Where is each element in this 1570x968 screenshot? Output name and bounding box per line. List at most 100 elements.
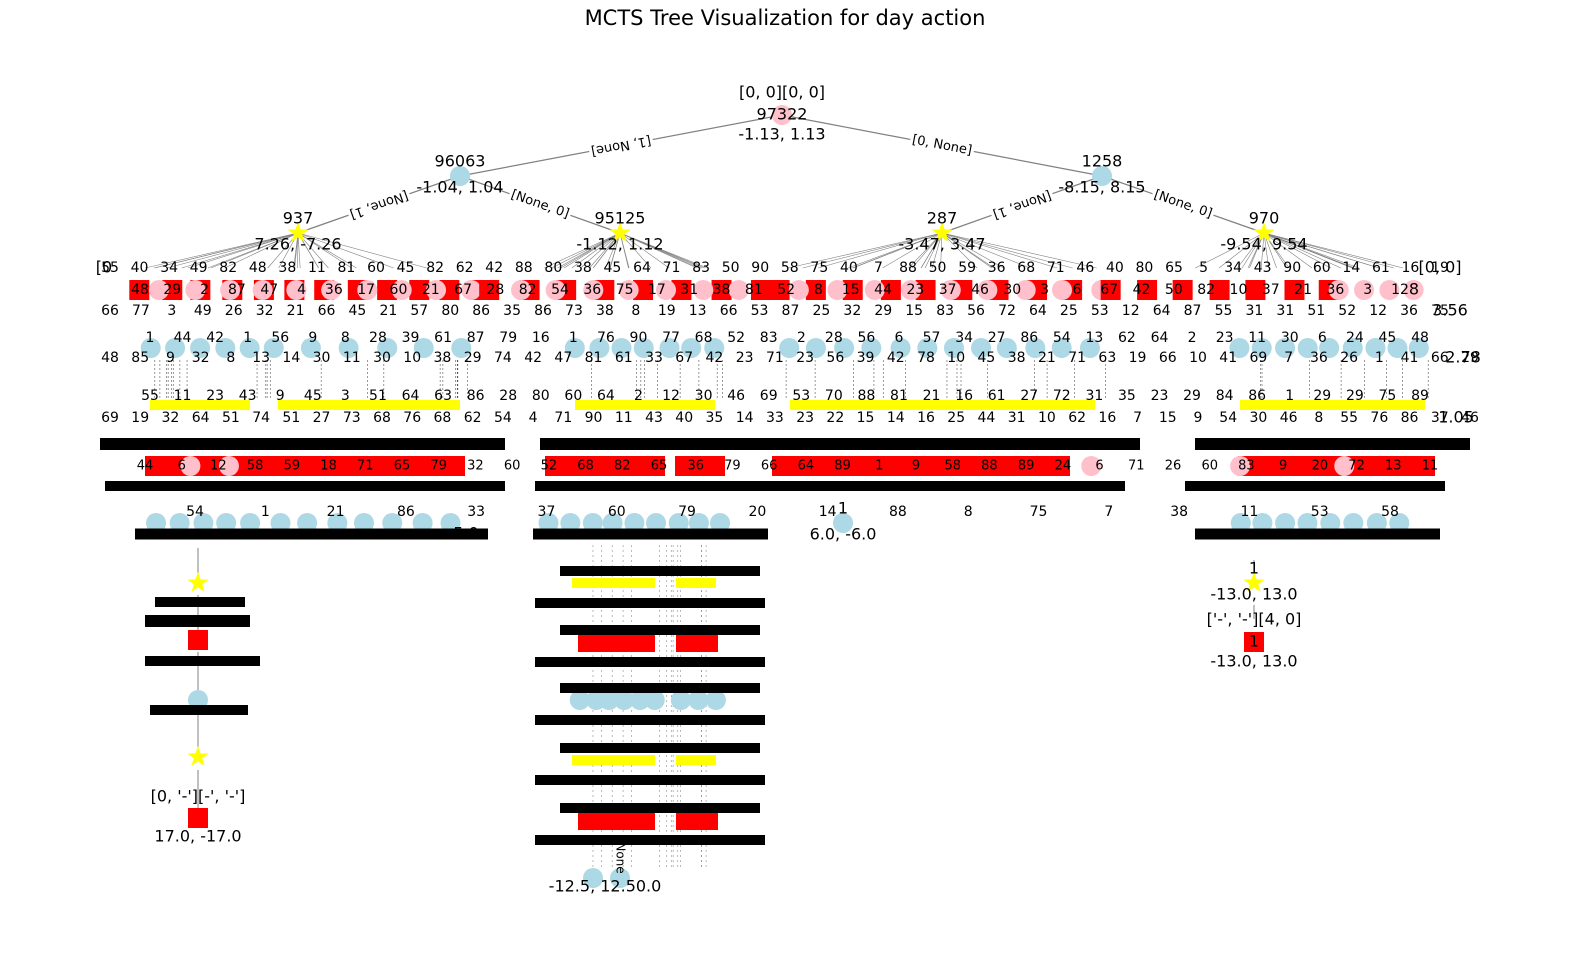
node-value: 45: [978, 350, 996, 366]
edge-label: [None, 0]: [1152, 187, 1214, 221]
node-visit-count: 45: [1379, 330, 1397, 346]
node-visit-count: 16: [955, 388, 973, 404]
node-value: 76: [1370, 410, 1388, 426]
node-visit-count: 1: [569, 330, 578, 346]
edge-label: [None, 1]: [991, 187, 1053, 221]
node-value: 23: [796, 350, 814, 366]
node-value: 21: [379, 303, 397, 319]
node-value: 15: [1159, 410, 1177, 426]
node-visit-count: 68: [577, 459, 594, 474]
state-node-label: 59: [958, 260, 976, 276]
node-value: 73: [343, 410, 361, 426]
node-value: 30: [313, 350, 331, 366]
node-visit-count: 1: [146, 330, 155, 346]
state-node-label: 45: [397, 260, 415, 276]
node-visit-count: 82: [614, 459, 631, 474]
node-visit-count: 2: [634, 388, 643, 404]
overlapping-value-row: [145, 656, 260, 666]
node-visit-count: 44: [174, 330, 192, 346]
node-visit-count: 72: [1348, 459, 1365, 474]
node-visit-count: 29: [1313, 388, 1331, 404]
state-node-label: 75: [810, 260, 828, 276]
node-value: 71: [1068, 350, 1086, 366]
node-visit-count: 287: [927, 209, 958, 228]
node-value: 12: [1369, 303, 1387, 319]
node-visit-count: 17: [357, 282, 375, 298]
node-visit-count: 34: [955, 330, 973, 346]
node-value: 11: [615, 410, 633, 426]
overlapping-value-row: [535, 835, 765, 845]
node-value: 54: [1219, 410, 1237, 426]
state-node-label: 38: [278, 260, 296, 276]
state-node-label: 46: [1076, 260, 1094, 276]
node-visit-count: 54: [551, 282, 569, 298]
node-value: 64: [1153, 303, 1171, 319]
node-visit-count: 60: [390, 282, 408, 298]
node-visit-count: 82: [1197, 282, 1215, 298]
state-node-label: 83: [692, 260, 710, 276]
overlapping-label-fragment: 3.56: [1432, 301, 1468, 320]
node-value: 66: [720, 303, 738, 319]
overlapping-label-row: [560, 566, 760, 576]
node-visit-count: 6: [1072, 282, 1081, 298]
node-value: 7.26, -7.26: [254, 235, 341, 254]
state-node-label: 64: [633, 260, 651, 276]
node-visit-count: 1: [261, 504, 270, 520]
node-value: 33: [645, 350, 663, 366]
node-visit-count: 18: [320, 459, 337, 474]
overlapping-label-fragment: -12.5, 12.50.0: [549, 877, 662, 896]
node-visit-count: 42: [1133, 282, 1151, 298]
node-value: -13.0, 13.0: [1210, 585, 1297, 604]
state-node-label: 40: [840, 260, 858, 276]
overlapping-label-fragment: 8: [1409, 280, 1419, 299]
state-node-label: 48: [249, 260, 267, 276]
node-visit-count: 23: [206, 388, 224, 404]
node-visit-count: 52: [541, 459, 558, 474]
node-value: 73: [565, 303, 583, 319]
node-value: 67: [675, 350, 693, 366]
node-visit-count: 54: [1053, 330, 1071, 346]
node-value: 19: [1129, 350, 1147, 366]
node-value: 43: [645, 410, 663, 426]
node-visit-count: 86: [397, 504, 415, 520]
overlapping-label-row: [560, 743, 760, 753]
node-value: 51: [282, 410, 300, 426]
node-visit-count: 29: [163, 282, 181, 298]
node-value: 74: [494, 350, 512, 366]
node-visit-count: 1: [1249, 632, 1259, 651]
overlapping-label-row: [145, 615, 250, 627]
node-visit-count: 64: [597, 388, 615, 404]
node-visit-count: 30: [1281, 330, 1299, 346]
node-value: 10: [1038, 410, 1056, 426]
state-node-label: 42: [485, 260, 503, 276]
node-value: 10: [947, 350, 965, 366]
overlapping-value-row: [105, 481, 505, 491]
node-value: 83: [936, 303, 954, 319]
node-visit-count: 68: [695, 330, 713, 346]
node-visit-count: 14: [819, 504, 837, 520]
node-visit-count: 21: [1294, 282, 1312, 298]
overlapping-label-row: [100, 438, 505, 450]
node-visit-count: 32: [467, 459, 484, 474]
node-visit-count: 1: [875, 459, 883, 474]
node-value: 27: [313, 410, 331, 426]
node-value: 47: [554, 350, 572, 366]
edge-label: [1, None]: [590, 133, 652, 159]
node-visit-count: 3: [341, 388, 350, 404]
node-visit-count: 23: [906, 282, 924, 298]
node-visit-count: 67: [454, 282, 472, 298]
node-visit-count: 81: [745, 282, 763, 298]
node-value: 86: [1401, 410, 1419, 426]
node-value: -1.12, 1.12: [576, 235, 663, 254]
overlapping-value-row: [535, 715, 765, 725]
state-node-label: 50: [929, 260, 947, 276]
node-value: 31: [1276, 303, 1294, 319]
node-value: 19: [131, 410, 149, 426]
node-visit-count: 87: [467, 330, 485, 346]
node-visit-count: 15: [842, 282, 860, 298]
node-visit-count: 96063: [435, 152, 486, 171]
overlapping-label-row: [770, 438, 1140, 450]
node-value: -9.54, 9.54: [1220, 235, 1307, 254]
overlapping-value-row: [155, 597, 245, 607]
